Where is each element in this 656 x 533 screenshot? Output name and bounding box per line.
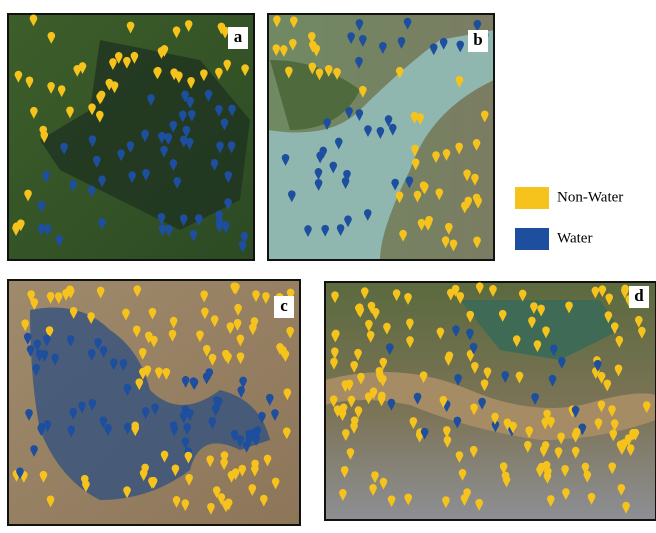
legend-swatch xyxy=(515,228,549,250)
panel-label: d xyxy=(634,286,644,305)
panel-label: c xyxy=(280,296,288,315)
legend-swatch xyxy=(515,187,549,209)
legend-label: Non-Water xyxy=(557,189,623,205)
legend-label: Water xyxy=(557,230,592,246)
panel-label: b xyxy=(473,30,482,49)
panel-label: a xyxy=(234,27,243,46)
figure: a b c d Non-Water Water xyxy=(0,0,656,533)
